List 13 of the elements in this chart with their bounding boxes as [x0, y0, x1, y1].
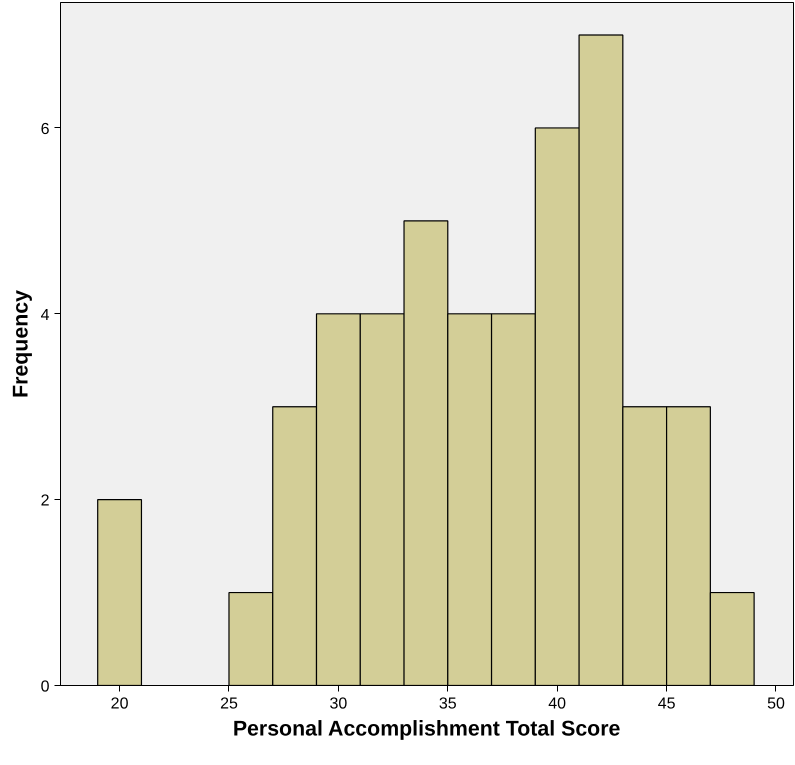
y-tick-label: 6	[40, 120, 50, 138]
x-tick-label: 20	[110, 696, 129, 712]
x-axis-title: Personal Accomplishment Total Score	[232, 716, 621, 740]
y-axis-title: Frequency	[8, 290, 33, 398]
x-tick-label: 30	[329, 696, 348, 712]
x-tick-label: 35	[438, 696, 457, 712]
y-tick-label: 4	[40, 306, 50, 324]
x-tick-label: 45	[658, 696, 676, 712]
x-tick-label: 40	[548, 696, 566, 712]
y-tick-label: 2	[40, 492, 50, 510]
x-tick-label: 25	[220, 696, 238, 712]
x-tick-label: 50	[767, 696, 785, 712]
y-tick-label: 0	[40, 678, 50, 696]
